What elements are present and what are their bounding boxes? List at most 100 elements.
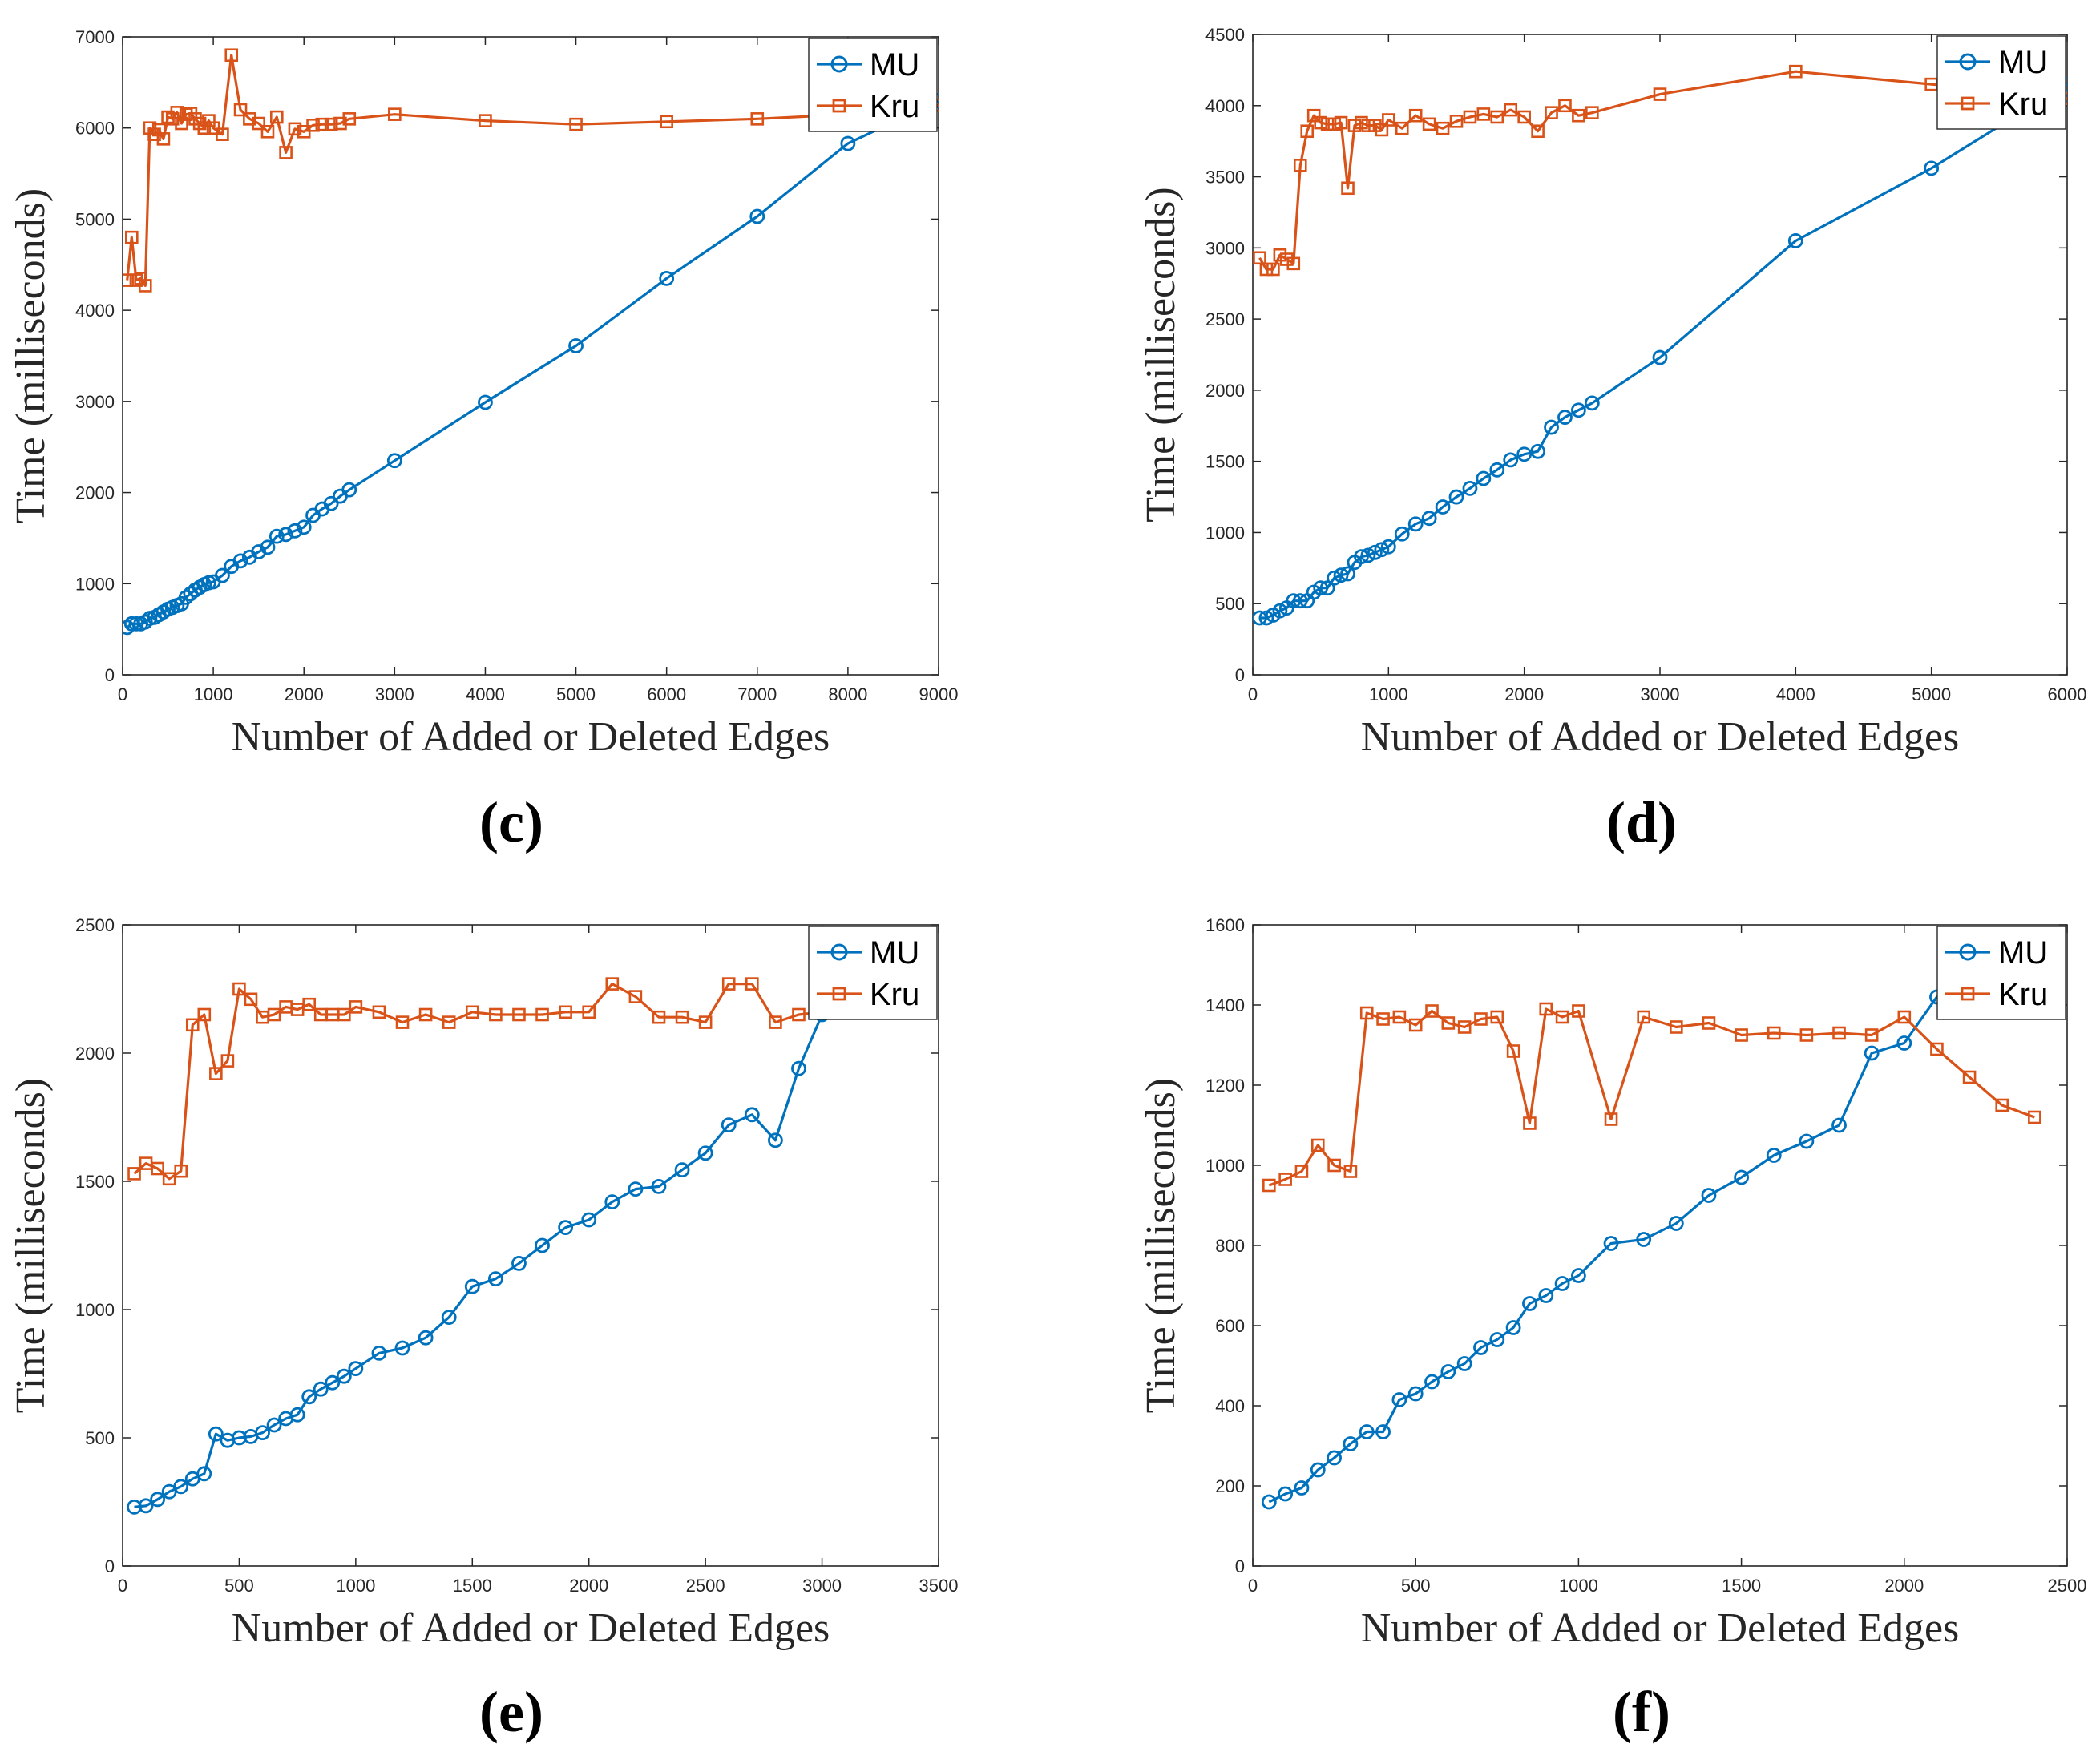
data-point-kru [605,977,620,991]
data-point-kru [1531,124,1545,139]
y-axis-label: Time (milliseconds) [1138,1078,1184,1413]
data-point-mu [1310,1462,1326,1478]
y-tick-label: 1600 [1205,915,1245,935]
x-tick-label: 0 [118,1576,127,1596]
data-point-kru [156,132,171,146]
data-point-mu [744,1107,760,1123]
data-point-kru [1490,1010,1504,1024]
data-point-kru [315,117,329,131]
data-point-mu [1340,566,1355,582]
data-point-mu [1440,1364,1456,1379]
data-point-kru [395,1015,410,1029]
data-point-mu [1421,511,1437,527]
data-point-kru [1382,113,1395,127]
y-tick-label: 1400 [1205,995,1245,1015]
data-point-kru [1995,1098,2009,1112]
legend-marker [830,943,848,961]
y-tick-label: 3000 [1205,238,1245,258]
data-point-kru [1463,110,1477,124]
data-point-kru [134,272,147,285]
data-point-mu [1253,610,1267,626]
data-point-kru [1523,1116,1537,1130]
data-point-kru [1280,252,1294,266]
x-tick-label: 0 [1248,684,1258,704]
data-point-kru [1278,1173,1292,1186]
data-point-mu [418,1330,434,1346]
series-line-kru [126,54,939,287]
data-point-mu [1424,1374,1440,1390]
data-point-kru [1347,119,1362,132]
data-point-kru [1408,108,1423,123]
data-point-kru [1253,251,1266,265]
data-point-mu [266,1417,282,1433]
data-point-mu [296,519,312,535]
data-point-mu [323,495,339,511]
data-point-mu [1831,1117,1847,1133]
data-point-kru [1449,115,1464,128]
data-point-kru [442,1015,456,1029]
data-point-kru [1572,108,1585,123]
data-point-mu [196,1466,212,1482]
data-point-mu [208,1426,224,1442]
legend: MU Kru [808,926,938,1020]
data-point-mu [478,394,493,410]
data-point-kru [1545,106,1558,119]
data-point-kru [1832,1026,1846,1040]
data-point-kru [151,123,166,137]
data-point-kru [1539,1002,1553,1016]
data-point-kru [372,1005,386,1019]
data-point-kru [349,1000,363,1014]
data-point-mu [1503,452,1519,468]
x-axis-label: Number of Added or Deleted Edges [232,1605,830,1651]
data-point-mu [1407,516,1424,532]
data-point-kru [1310,1138,1325,1152]
x-axis-label: Number of Added or Deleted Edges [1361,1605,1960,1651]
y-tick-label: 3000 [75,392,115,412]
data-point-mu [1603,1236,1619,1251]
data-point-kru [306,119,320,132]
x-tick-label: 500 [224,1576,254,1596]
data-point-mu [1584,395,1600,411]
data-point-kru [2028,1110,2041,1124]
data-point-mu [1522,1296,1537,1311]
y-tick-label: 0 [1235,665,1245,685]
x-tick-label: 3000 [1641,684,1680,704]
data-point-kru [559,1005,572,1019]
y-axis-label: Time (milliseconds) [1138,187,1184,522]
data-point-kru [1930,1042,1944,1056]
legend-label: Kru [1998,87,2048,122]
data-point-kru [269,110,284,124]
data-point-kru [418,1007,433,1022]
x-tick-label: 1000 [194,684,233,704]
data-point-mu [511,1256,527,1271]
data-point-mu [768,1132,783,1148]
data-point-kru [628,990,643,1003]
panel-label: (c) [479,790,543,854]
data-point-mu [287,523,303,539]
data-point-kru [1457,1020,1472,1034]
plot-area [122,36,939,676]
data-point-mu [1294,1480,1310,1496]
data-point-mu [840,135,856,151]
data-point-kru [1376,1012,1390,1026]
y-tick-label: 500 [1215,594,1245,614]
x-tick-label: 3000 [375,684,414,704]
x-tick-label: 2000 [1504,684,1544,704]
data-point-kru [188,112,202,126]
y-tick-label: 400 [1215,1396,1245,1416]
legend-box [808,38,938,132]
legend-label: MU [1998,45,2048,80]
data-point-mu [1380,539,1396,555]
data-point-kru [1334,115,1348,130]
data-point-mu [1391,1392,1407,1407]
data-point-mu [1896,1035,1912,1051]
y-tick-label: 1500 [1205,452,1245,472]
x-tick-label: 1000 [1369,684,1408,704]
data-point-mu [1516,446,1533,462]
data-point-kru [750,112,765,126]
y-tick-label: 200 [1215,1476,1245,1496]
y-tick-label: 2000 [1205,381,1245,401]
data-point-mu [1864,1045,1880,1061]
data-point-kru [202,114,216,127]
data-point-mu [441,1310,457,1325]
